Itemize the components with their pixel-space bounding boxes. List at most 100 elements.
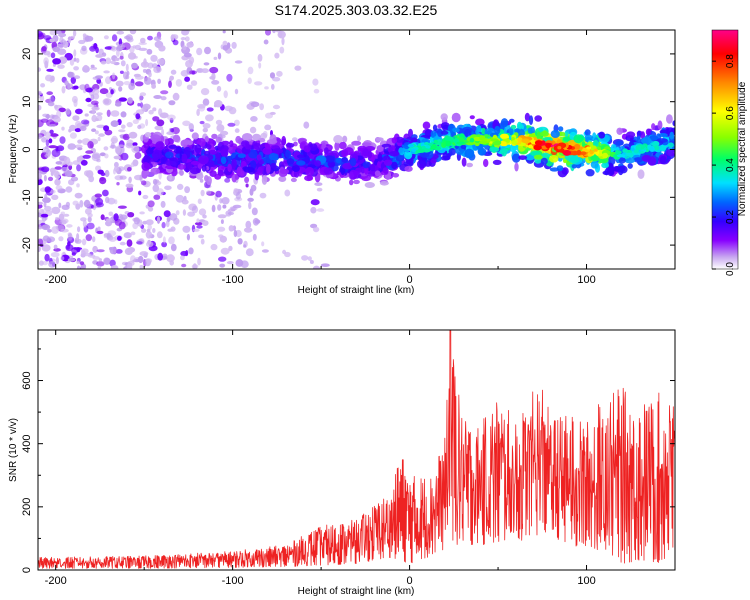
band-blob <box>364 166 369 175</box>
noise-speckle <box>274 52 280 59</box>
band-blob <box>285 149 291 159</box>
noise-speckle <box>119 55 124 60</box>
noise-speckle <box>132 142 138 147</box>
noise-speckle <box>276 70 283 77</box>
noise-speckle <box>48 123 57 127</box>
band-blob <box>243 166 255 173</box>
noise-speckle <box>202 220 209 227</box>
band-blob <box>440 155 451 161</box>
band-core <box>625 152 632 157</box>
noise-speckle <box>63 213 70 217</box>
noise-speckle <box>100 172 106 177</box>
band-blob <box>168 144 178 149</box>
noise-speckle <box>55 185 63 191</box>
band-blob <box>203 150 211 156</box>
band-blob <box>241 133 253 142</box>
noise-speckle <box>100 60 107 65</box>
noise-speckle <box>117 43 126 50</box>
noise-speckle <box>234 119 240 127</box>
noise-speckle <box>40 213 49 218</box>
band-blob <box>379 181 389 186</box>
band-blob <box>584 129 591 136</box>
noise-speckle <box>210 243 218 251</box>
band-blob <box>492 159 502 165</box>
band-core <box>469 137 475 143</box>
band-blob <box>229 140 234 148</box>
noise-speckle <box>196 225 203 229</box>
noise-speckle <box>254 81 263 86</box>
band-blob <box>510 124 517 130</box>
noise-speckle <box>120 111 127 118</box>
noise-speckle <box>82 219 87 228</box>
band-blob <box>198 155 209 165</box>
noise-speckle <box>135 109 145 115</box>
noise-speckle <box>196 47 203 56</box>
band-blob <box>395 136 405 143</box>
band-core <box>444 136 454 141</box>
noise-speckle <box>316 208 325 212</box>
band-blob <box>584 134 594 140</box>
x-tick-label: -100 <box>222 274 244 286</box>
band-blob <box>464 148 475 159</box>
band-blob <box>448 148 456 156</box>
noise-speckle <box>182 225 191 233</box>
noise-speckle <box>158 172 162 180</box>
noise-speckle <box>40 83 46 88</box>
noise-speckle <box>61 204 70 210</box>
noise-speckle <box>39 95 45 102</box>
noise-speckle <box>228 106 237 115</box>
noise-speckle <box>121 124 126 129</box>
noise-speckle <box>106 109 111 118</box>
noise-speckle <box>77 226 81 233</box>
noise-speckle <box>216 124 225 132</box>
noise-speckle <box>115 57 120 61</box>
band-blob <box>440 130 449 135</box>
band-blob <box>360 166 366 174</box>
band-blob <box>483 158 489 168</box>
noise-speckle <box>237 238 243 245</box>
noise-speckle <box>264 124 272 131</box>
band-blob <box>323 147 329 155</box>
y-tick-label: 20 <box>21 48 33 60</box>
snr-y-label: SNR (10 * v/v) <box>8 418 19 482</box>
noise-speckle <box>85 234 93 242</box>
noise-speckle <box>186 233 190 241</box>
noise-speckle <box>199 178 204 183</box>
band-core <box>500 133 509 139</box>
noise-speckle <box>202 214 207 219</box>
noise-speckle <box>284 189 291 197</box>
noise-speckle <box>43 175 47 182</box>
band-core <box>433 139 438 144</box>
band-core <box>517 137 523 143</box>
band-core <box>478 140 488 145</box>
noise-speckle <box>38 104 42 111</box>
noise-speckle <box>153 95 162 99</box>
noise-speckle <box>119 241 126 246</box>
band-core <box>589 150 594 155</box>
noise-speckle <box>228 245 233 251</box>
noise-speckle <box>104 46 113 50</box>
noise-speckle <box>279 46 285 54</box>
band-blob <box>624 158 636 164</box>
noise-speckle <box>131 62 138 69</box>
band-blob <box>181 153 188 164</box>
noise-speckle <box>214 100 223 108</box>
band-blob <box>511 153 521 163</box>
noise-speckle <box>104 169 110 178</box>
noise-speckle <box>157 78 162 85</box>
noise-speckle <box>211 72 216 81</box>
noise-speckle <box>257 54 263 62</box>
band-blob <box>353 171 360 176</box>
noise-speckle <box>128 131 138 139</box>
noise-speckle <box>152 107 157 112</box>
noise-speckle <box>307 256 312 261</box>
noise-speckle <box>103 257 111 265</box>
snr-axes: -200 -100 0 100 0 200 400 600 <box>21 330 676 587</box>
noise-speckle <box>186 84 193 90</box>
noise-speckle <box>206 190 212 195</box>
noise-speckle <box>292 137 298 142</box>
noise-speckle <box>96 112 103 116</box>
band-blob <box>514 162 519 172</box>
noise-speckle <box>56 145 65 152</box>
